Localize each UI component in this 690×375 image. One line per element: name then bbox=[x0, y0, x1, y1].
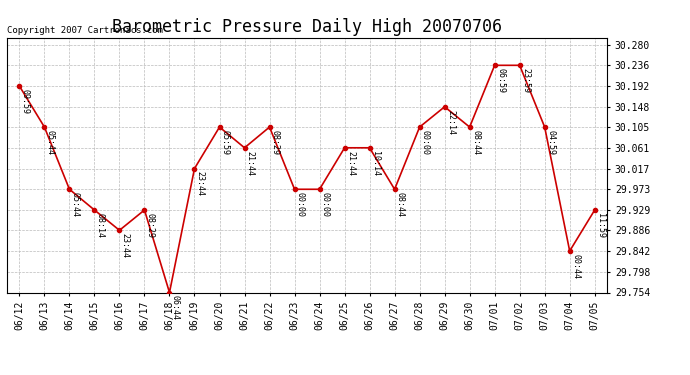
Text: 00:44: 00:44 bbox=[571, 254, 580, 279]
Text: 10:14: 10:14 bbox=[371, 151, 380, 176]
Text: 05:59: 05:59 bbox=[221, 130, 230, 155]
Text: 23:59: 23:59 bbox=[521, 68, 530, 93]
Text: 05:44: 05:44 bbox=[71, 192, 80, 217]
Text: 09:59: 09:59 bbox=[21, 89, 30, 114]
Text: 06:59: 06:59 bbox=[496, 68, 505, 93]
Text: 05:44: 05:44 bbox=[46, 130, 55, 155]
Text: 00:00: 00:00 bbox=[296, 192, 305, 217]
Text: 08:29: 08:29 bbox=[146, 213, 155, 238]
Text: 08:14: 08:14 bbox=[96, 213, 105, 238]
Text: 22:14: 22:14 bbox=[446, 110, 455, 135]
Text: Copyright 2007 Cartronics.com: Copyright 2007 Cartronics.com bbox=[7, 26, 163, 35]
Text: 06:44: 06:44 bbox=[171, 295, 180, 320]
Text: 23:44: 23:44 bbox=[121, 233, 130, 258]
Text: 11:59: 11:59 bbox=[596, 213, 605, 238]
Text: 04:59: 04:59 bbox=[546, 130, 555, 155]
Text: 23:44: 23:44 bbox=[196, 171, 205, 196]
Text: 00:00: 00:00 bbox=[321, 192, 330, 217]
Text: 21:44: 21:44 bbox=[246, 151, 255, 176]
Title: Barometric Pressure Daily High 20070706: Barometric Pressure Daily High 20070706 bbox=[112, 18, 502, 36]
Text: 08:44: 08:44 bbox=[471, 130, 480, 155]
Text: 00:00: 00:00 bbox=[421, 130, 430, 155]
Text: 21:44: 21:44 bbox=[346, 151, 355, 176]
Text: 08:29: 08:29 bbox=[271, 130, 280, 155]
Text: 08:44: 08:44 bbox=[396, 192, 405, 217]
